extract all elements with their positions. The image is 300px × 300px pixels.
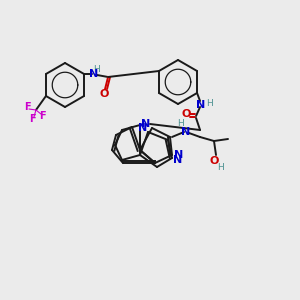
- Text: H: H: [93, 64, 99, 74]
- Text: N: N: [141, 119, 151, 129]
- Text: F: F: [39, 111, 45, 121]
- Text: N: N: [173, 155, 183, 165]
- Text: O: O: [182, 109, 191, 119]
- Text: H: H: [218, 163, 224, 172]
- Text: N: N: [182, 127, 190, 137]
- Text: N: N: [89, 69, 99, 79]
- Text: O: O: [99, 89, 109, 99]
- Text: H: H: [178, 119, 184, 128]
- Text: N: N: [138, 123, 148, 133]
- Text: H: H: [206, 98, 212, 107]
- Text: N: N: [174, 150, 184, 160]
- Text: F: F: [24, 102, 30, 112]
- Text: F: F: [28, 114, 35, 124]
- Text: N: N: [196, 100, 206, 110]
- Text: O: O: [209, 156, 219, 166]
